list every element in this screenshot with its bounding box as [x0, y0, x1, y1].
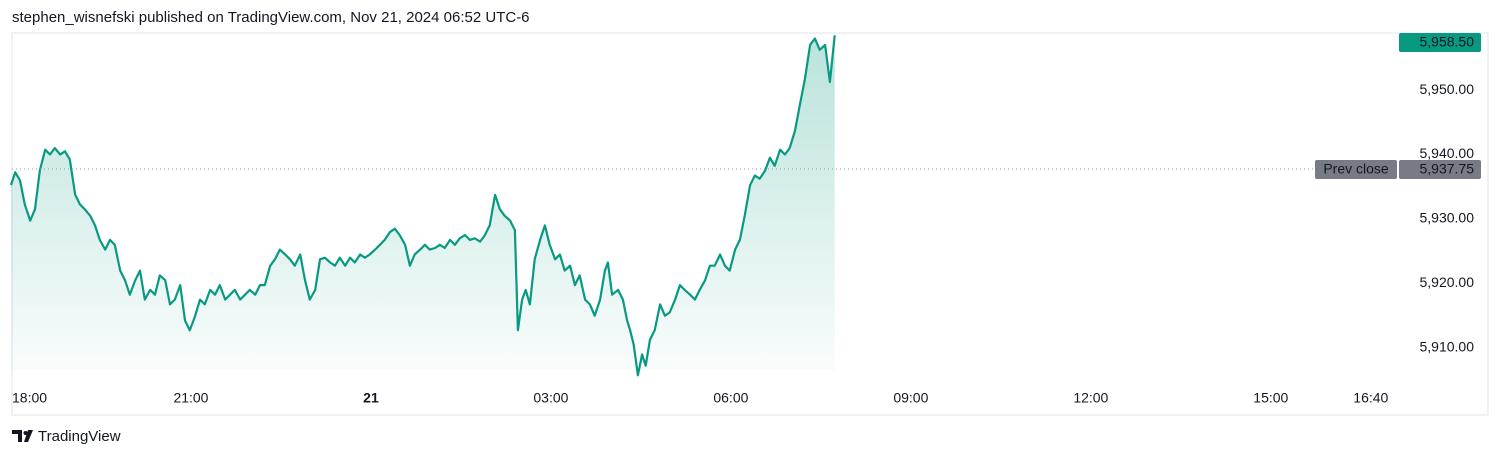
x-tick-label: 03:00 — [533, 390, 568, 406]
x-tick-label: 21 — [363, 390, 379, 406]
x-tick-label: 09:00 — [893, 390, 928, 406]
prev-close-name: Prev close — [1323, 161, 1389, 177]
x-tick-label: 21:00 — [173, 390, 208, 406]
price-line — [9, 35, 836, 377]
y-tick-label: 5,930.00 — [1420, 210, 1475, 226]
x-tick-label: 06:00 — [713, 390, 748, 406]
y-tick-label: 5,950.00 — [1420, 81, 1475, 97]
area-fill — [11, 35, 835, 376]
x-tick-label: 18:00 — [12, 390, 47, 406]
prev-close-name-box — [1315, 160, 1397, 180]
x-tick-label: 12:00 — [1073, 390, 1108, 406]
brand-logo — [12, 430, 33, 442]
y-tick-label: 5,920.00 — [1420, 274, 1475, 290]
last-price-box — [1399, 33, 1481, 52]
y-tick-label: 5,910.00 — [1420, 339, 1475, 355]
y-tick-label: 5,940.00 — [1420, 145, 1475, 161]
prev-close-label: 5,937.75 — [1420, 161, 1475, 177]
x-tick-label: 15:00 — [1253, 390, 1288, 406]
x-tick-label: 16:40 — [1353, 390, 1388, 406]
prev-close-value-box — [1399, 160, 1481, 180]
header-title: stephen_wisnefski published on TradingVi… — [12, 9, 530, 26]
brand-name: TradingView — [38, 428, 121, 445]
last-price-label: 5,958.50 — [1420, 34, 1475, 50]
